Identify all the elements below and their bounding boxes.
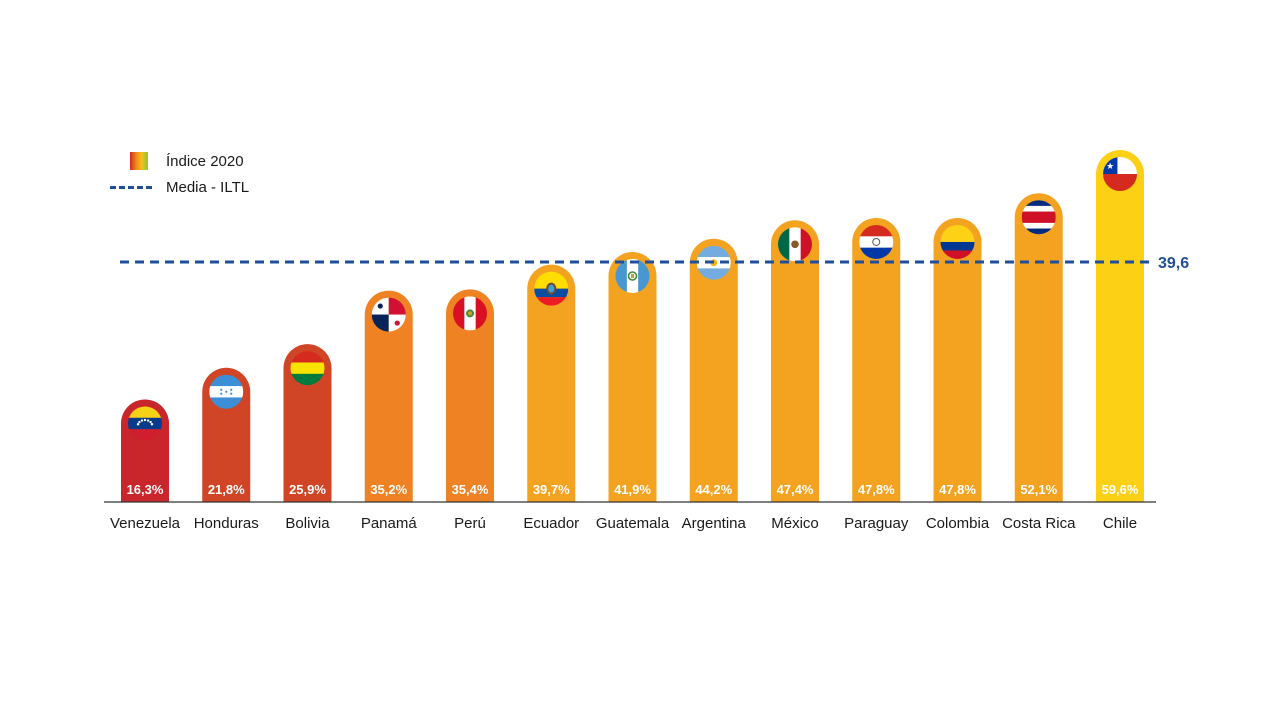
category-label-argentina: Argentina [682,515,747,532]
value-label-panama: 35,2% [370,482,407,497]
mean-value-label: 39,6 [1158,255,1189,272]
value-label-bolivia: 25,9% [289,482,326,497]
category-label-panama: Panamá [361,515,418,532]
ecuador-flag-icon [534,271,569,306]
value-label-ecuador: 39,7% [533,482,570,497]
colombia-flag-icon [940,224,975,259]
category-label-mexico: México [771,515,819,532]
honduras-flag-icon [209,374,244,409]
category-label-colombia: Colombia [926,515,990,532]
category-label-honduras: Honduras [194,515,259,532]
legend-index-label: Índice 2020 [166,152,244,170]
legend: Índice 2020 Media - ILTL [110,148,330,200]
value-label-argentina: 44,2% [695,482,732,497]
category-label-bolivia: Bolivia [285,515,330,532]
bar-mexico [771,220,819,502]
bar-colombia [933,217,982,502]
labels-layer: 16,3% Venezuela 21,8% Honduras 25,9% Bolivia 3… [110,482,1139,532]
value-label-costa-rica: 52,1% [1020,482,1057,497]
bar-bolivia [283,344,332,502]
bar-paraguay [852,217,901,502]
panama-flag-icon [371,297,406,332]
bar-costa-rica [1014,193,1063,502]
guatemala-flag-icon [615,258,650,293]
legend-item-mean: Media - ILTL [110,174,330,200]
category-label-chile: Chile [1103,515,1137,532]
bar-panama [364,290,413,502]
gradient-swatch-icon [130,152,148,170]
value-label-paraguay: 47,8% [858,482,895,497]
bar-peru [446,289,494,502]
venezuela-flag-icon [128,406,162,441]
value-label-chile: 59,6% [1102,482,1139,497]
bars-layer [121,150,1144,502]
bar-chile [1096,150,1144,502]
paraguay-flag-icon [859,224,894,259]
value-label-peru: 35,4% [452,482,489,497]
svg-text:★: ★ [1106,161,1114,171]
category-label-paraguay: Paraguay [844,515,909,532]
peru-flag-icon [453,296,487,331]
category-label-guatemala: Guatemala [596,515,670,532]
value-label-mexico: 47,4% [777,482,814,497]
dashed-line-icon [110,185,152,189]
category-label-peru: Perú [454,515,486,532]
legend-item-index: Índice 2020 [110,148,330,174]
bar-ecuador [527,264,576,502]
legend-mean-label: Media - ILTL [166,178,250,196]
bolivia-flag-icon [290,351,325,386]
value-label-colombia: 47,8% [939,482,976,497]
category-label-costa-rica: Costa Rica [1002,515,1076,532]
costa-rica-flag-icon [1021,200,1056,235]
category-label-venezuela: Venezuela [110,515,181,532]
bar-argentina [689,238,738,502]
value-label-honduras: 21,8% [208,482,245,497]
mexico-flag-icon [778,227,812,262]
chile-flag-icon: ★ [1103,157,1137,191]
value-label-venezuela: 16,3% [127,482,164,497]
category-label-ecuador: Ecuador [523,515,579,532]
value-label-guatemala: 41,9% [614,482,651,497]
bar-guatemala [608,251,657,502]
